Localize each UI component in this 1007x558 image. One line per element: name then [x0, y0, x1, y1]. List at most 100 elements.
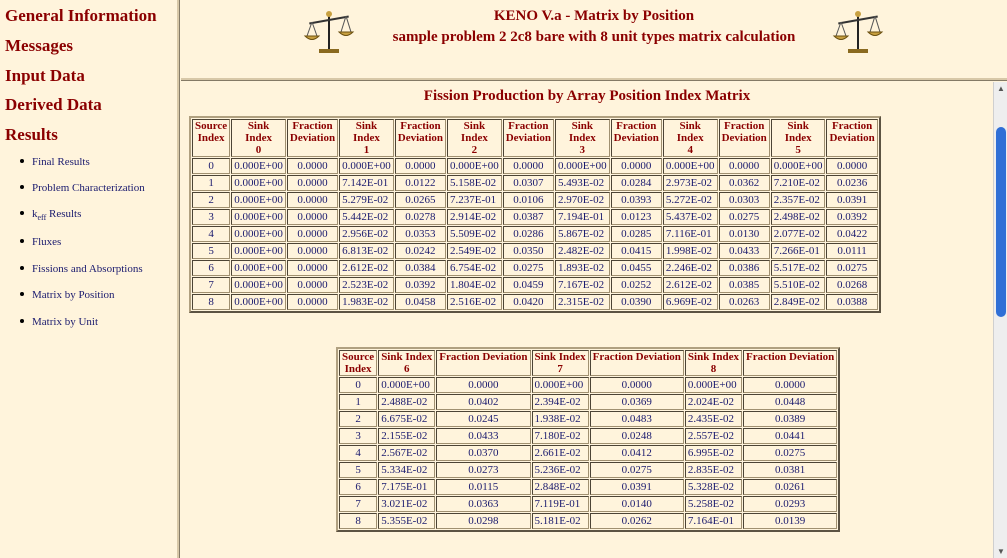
source-index-cell: 2: [339, 411, 378, 427]
column-header: Fraction Deviation: [502, 119, 554, 157]
sink-value-cell: 2.155E-02: [378, 428, 436, 444]
table-row: 3 0.000E+00 0.0000 5.442E-02 0.0278 2.914E-02…: [192, 209, 878, 225]
sink-value-cell: 0.000E+00: [447, 158, 502, 174]
fraction-deviation-cell: 0.0000: [286, 175, 339, 191]
table-row: 7 3.021E-02 0.0363 7.119E-01 0.0140 5.258E-02…: [339, 496, 838, 512]
sink-value-cell: 2.357E-02: [770, 192, 826, 208]
fraction-deviation-cell: 0.0422: [826, 226, 878, 242]
nav-final-results[interactable]: Final Results: [20, 156, 90, 168]
sink-value-cell: 5.181E-02: [531, 513, 589, 529]
column-header: Fraction Deviation: [436, 350, 531, 376]
source-index-cell: 6: [339, 479, 378, 495]
scales-of-justice-icon: [832, 11, 884, 53]
sink-value-cell: 1.983E-02: [339, 294, 394, 310]
nav-problem-characterization[interactable]: Problem Characterization: [20, 182, 145, 194]
nav-matrix-by-unit[interactable]: Matrix by Unit: [20, 316, 98, 328]
nav-matrix-by-position[interactable]: Matrix by Position: [20, 289, 115, 301]
fraction-deviation-cell: 0.0392: [394, 277, 447, 293]
sink-value-cell: 0.000E+00: [378, 377, 436, 393]
column-header: Sink Index 4: [662, 119, 718, 157]
page-header: KENO V.a - Matrix by Position sample pro…: [181, 0, 1007, 81]
column-header: Fraction Deviation: [610, 119, 662, 157]
table-row: 3 2.155E-02 0.0433 7.180E-02 0.0248 2.557E-02…: [339, 428, 838, 444]
fraction-deviation-cell: 0.0362: [718, 175, 770, 191]
sink-value-cell: 1.998E-02: [662, 243, 718, 259]
fraction-deviation-cell: 0.0000: [742, 377, 838, 393]
nav-input-data[interactable]: Input Data: [5, 66, 85, 85]
fraction-deviation-cell: 0.0285: [610, 226, 662, 242]
source-index-cell: 8: [339, 513, 378, 529]
column-header: Source Index: [192, 119, 231, 157]
column-header: Sink Index 2: [447, 119, 502, 157]
column-header: Fraction Deviation: [286, 119, 339, 157]
sink-value-cell: 2.557E-02: [684, 428, 742, 444]
fraction-deviation-cell: 0.0390: [610, 294, 662, 310]
scroll-thumb[interactable]: [996, 127, 1006, 317]
nav-messages[interactable]: Messages: [5, 36, 73, 55]
table-row: 1 2.488E-02 0.0402 2.394E-02 0.0369 2.024E-02…: [339, 394, 838, 410]
source-index-cell: 6: [192, 260, 231, 276]
fraction-deviation-cell: 0.0000: [436, 377, 531, 393]
source-index-cell: 4: [192, 226, 231, 242]
sink-value-cell: 2.024E-02: [684, 394, 742, 410]
scroll-down-icon[interactable]: ▼: [997, 547, 1005, 556]
source-index-cell: 3: [339, 428, 378, 444]
nav-derived-data[interactable]: Derived Data: [5, 95, 102, 114]
fraction-deviation-cell: 0.0000: [286, 243, 339, 259]
fraction-deviation-cell: 0.0000: [826, 158, 878, 174]
fraction-deviation-cell: 0.0000: [718, 158, 770, 174]
source-index-cell: 3: [192, 209, 231, 225]
column-header: Fraction Deviation: [742, 350, 838, 376]
table-row: 4 2.567E-02 0.0370 2.661E-02 0.0412 6.995E-02…: [339, 445, 838, 461]
fraction-deviation-cell: 0.0369: [589, 394, 684, 410]
fraction-deviation-cell: 0.0122: [394, 175, 447, 191]
nav-fluxes[interactable]: Fluxes: [20, 236, 61, 248]
fraction-deviation-cell: 0.0261: [742, 479, 838, 495]
sink-value-cell: 0.000E+00: [231, 260, 286, 276]
vertical-scrollbar[interactable]: ▲ ▼: [993, 82, 1007, 558]
column-header: Sink Index 0: [231, 119, 286, 157]
nav-keff-results[interactable]: keff Results: [20, 208, 81, 222]
column-header: Sink Index 3: [554, 119, 610, 157]
fraction-deviation-cell: 0.0000: [394, 158, 447, 174]
sink-value-cell: 0.000E+00: [770, 158, 826, 174]
sink-value-cell: 2.315E-02: [554, 294, 610, 310]
fraction-deviation-cell: 0.0242: [394, 243, 447, 259]
fraction-deviation-cell: 0.0381: [742, 462, 838, 478]
sink-value-cell: 2.246E-02: [662, 260, 718, 276]
sink-value-cell: 5.328E-02: [684, 479, 742, 495]
source-index-cell: 1: [192, 175, 231, 191]
table-row: 6 0.000E+00 0.0000 2.612E-02 0.0384 6.754E-02…: [192, 260, 878, 276]
source-index-cell: 7: [192, 277, 231, 293]
table-row: 4 0.000E+00 0.0000 2.956E-02 0.0353 5.509E-02…: [192, 226, 878, 242]
fraction-deviation-cell: 0.0000: [286, 158, 339, 174]
sink-value-cell: 2.488E-02: [378, 394, 436, 410]
scroll-up-icon[interactable]: ▲: [997, 84, 1005, 93]
fraction-deviation-cell: 0.0275: [502, 260, 554, 276]
table-row: 5 0.000E+00 0.0000 6.813E-02 0.0242 2.549E-02…: [192, 243, 878, 259]
sink-value-cell: 7.237E-01: [447, 192, 502, 208]
table-row: 8 0.000E+00 0.0000 1.983E-02 0.0458 2.516E-02…: [192, 294, 878, 310]
fraction-deviation-cell: 0.0275: [826, 260, 878, 276]
fraction-deviation-cell: 0.0265: [394, 192, 447, 208]
nav-fissions-and-absorptions[interactable]: Fissions and Absorptions: [20, 263, 143, 275]
table-row: 6 7.175E-01 0.0115 2.848E-02 0.0391 5.328E-02…: [339, 479, 838, 495]
table-row: 0 0.000E+00 0.0000 0.000E+00 0.0000 0.000E+00…: [339, 377, 838, 393]
fraction-deviation-cell: 0.0286: [502, 226, 554, 242]
bullet-icon: [20, 185, 24, 190]
nav-general-information[interactable]: General Information: [5, 6, 157, 25]
fraction-deviation-cell: 0.0386: [718, 260, 770, 276]
sink-value-cell: 2.394E-02: [531, 394, 589, 410]
fraction-deviation-cell: 0.0412: [589, 445, 684, 461]
nav-results[interactable]: Results: [5, 125, 58, 144]
fraction-deviation-cell: 0.0000: [589, 377, 684, 393]
sink-value-cell: 0.000E+00: [231, 209, 286, 225]
fraction-deviation-cell: 0.0388: [826, 294, 878, 310]
bullet-icon: [20, 319, 24, 324]
main-content: Fission Production by Array Position Ind…: [181, 82, 993, 558]
fraction-deviation-cell: 0.0402: [436, 394, 531, 410]
column-header: Fraction Deviation: [718, 119, 770, 157]
source-index-cell: 5: [192, 243, 231, 259]
fraction-deviation-cell: 0.0245: [436, 411, 531, 427]
sink-value-cell: 7.116E-01: [662, 226, 718, 242]
